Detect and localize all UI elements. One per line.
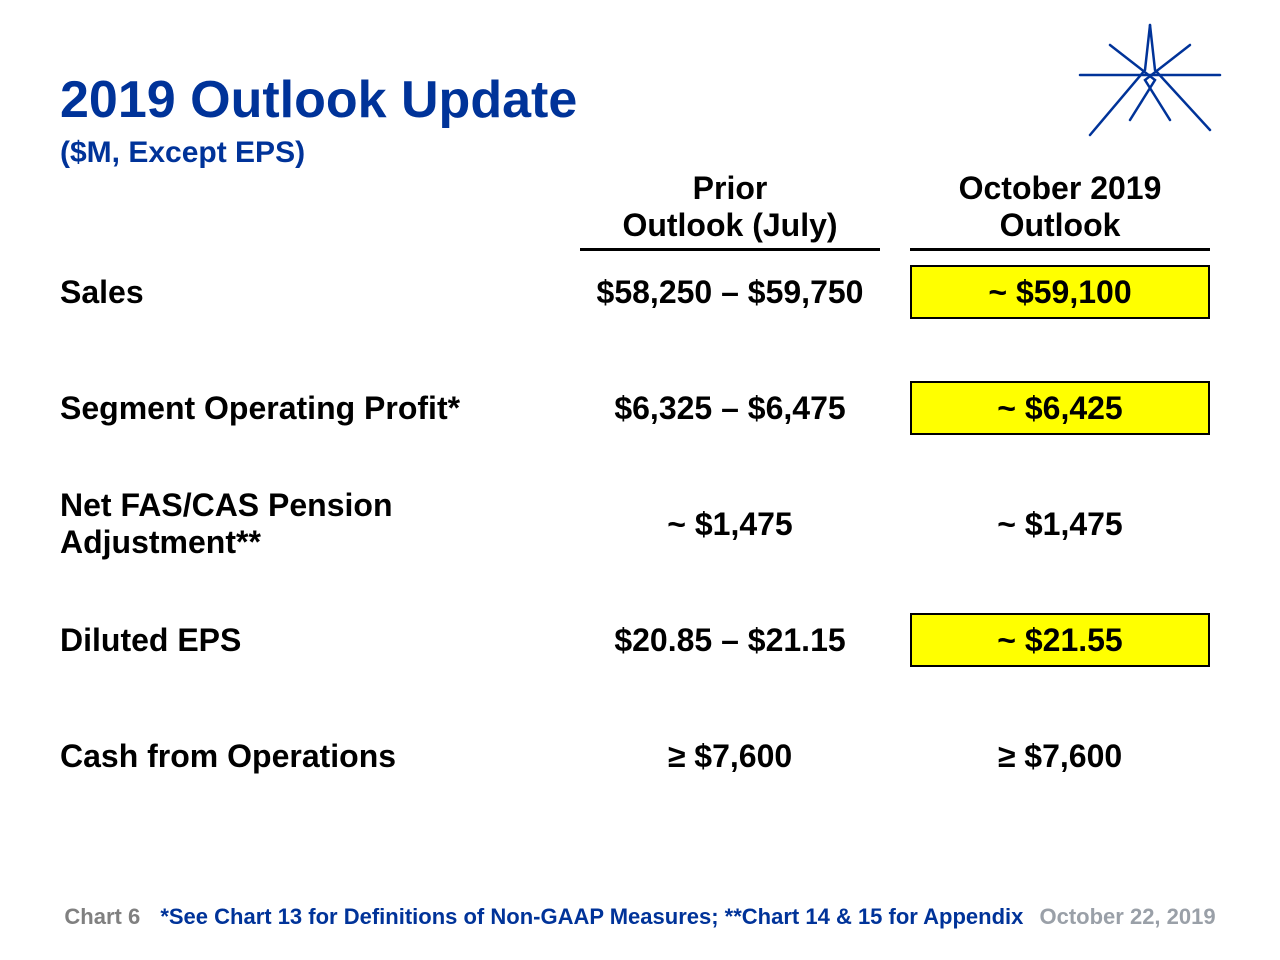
col-prior-line2: Outlook (July) xyxy=(580,207,880,244)
cell-sales-prior: $58,250 – $59,750 xyxy=(580,265,880,319)
column-header-prior: Prior Outlook (July) xyxy=(580,165,880,255)
cell-cash-oct: ≥ $7,600 xyxy=(910,729,1210,783)
outlook-table: Prior Outlook (July) October 2019 Outloo… xyxy=(60,165,1220,783)
slide-footer: Chart 6 *See Chart 13 for Definitions of… xyxy=(0,904,1280,930)
table-row: Cash from Operations ≥ $7,600 ≥ $7,600 xyxy=(60,729,1220,783)
table-header-row: Prior Outlook (July) October 2019 Outloo… xyxy=(60,165,1220,255)
table-row: Diluted EPS $20.85 – $21.15 ~ $21.55 xyxy=(60,613,1220,667)
cell-segment-prior: $6,325 – $6,475 xyxy=(580,381,880,435)
cell-cash-prior: ≥ $7,600 xyxy=(580,729,880,783)
cell-eps-oct: ~ $21.55 xyxy=(910,613,1210,667)
col-oct-underline xyxy=(910,248,1210,251)
col-oct-line1: October 2019 xyxy=(910,170,1210,207)
cell-eps-prior: $20.85 – $21.15 xyxy=(580,613,880,667)
cell-pension-oct: ~ $1,475 xyxy=(910,497,1210,551)
cell-sales-oct: ~ $59,100 xyxy=(910,265,1210,319)
table-row: Sales $58,250 – $59,750 ~ $59,100 xyxy=(60,265,1220,319)
col-prior-underline xyxy=(580,248,880,251)
slide-title: 2019 Outlook Update xyxy=(60,70,1220,130)
column-header-october: October 2019 Outlook xyxy=(910,165,1210,255)
row-label-cash-ops: Cash from Operations xyxy=(60,738,580,775)
header-spacer xyxy=(60,165,580,255)
cell-segment-oct: ~ $6,425 xyxy=(910,381,1210,435)
footer-date: October 22, 2019 xyxy=(1040,904,1216,929)
row-label-pension-adj: Net FAS/CAS Pension Adjustment** xyxy=(60,487,580,561)
slide: 2019 Outlook Update ($M, Except EPS) Pri… xyxy=(0,0,1280,960)
row-label-sales: Sales xyxy=(60,274,580,311)
chart-number: Chart 6 xyxy=(64,904,140,929)
table-row: Segment Operating Profit* $6,325 – $6,47… xyxy=(60,381,1220,435)
table-row: Net FAS/CAS Pension Adjustment** ~ $1,47… xyxy=(60,497,1220,551)
footnote-text: *See Chart 13 for Definitions of Non-GAA… xyxy=(160,904,1023,929)
col-prior-line1: Prior xyxy=(580,170,880,207)
company-star-logo xyxy=(1060,20,1240,140)
row-label-diluted-eps: Diluted EPS xyxy=(60,622,580,659)
col-oct-line2: Outlook xyxy=(910,207,1210,244)
cell-pension-prior: ~ $1,475 xyxy=(580,497,880,551)
row-label-segment-profit: Segment Operating Profit* xyxy=(60,390,580,427)
